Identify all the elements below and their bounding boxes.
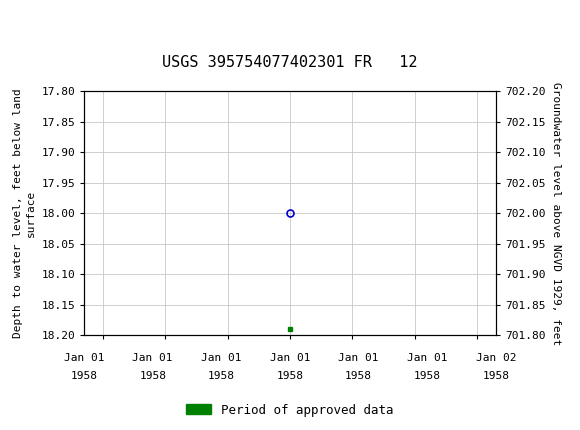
Text: Jan 01: Jan 01	[201, 353, 242, 362]
Text: 1958: 1958	[208, 371, 235, 381]
Text: 1958: 1958	[71, 371, 97, 381]
Y-axis label: Depth to water level, feet below land
surface: Depth to water level, feet below land su…	[13, 89, 36, 338]
Text: Jan 01: Jan 01	[64, 353, 104, 362]
Text: 1958: 1958	[139, 371, 166, 381]
Text: Jan 02: Jan 02	[476, 353, 516, 362]
Text: Jan 01: Jan 01	[270, 353, 310, 362]
Text: Jan 01: Jan 01	[338, 353, 379, 362]
Text: 1958: 1958	[277, 371, 303, 381]
Text: 1958: 1958	[414, 371, 441, 381]
Text: █USGS: █USGS	[6, 7, 69, 32]
Text: 1958: 1958	[345, 371, 372, 381]
Text: Jan 01: Jan 01	[407, 353, 448, 362]
Legend: Period of approved data: Period of approved data	[181, 399, 399, 421]
Text: 1958: 1958	[483, 371, 509, 381]
Y-axis label: Groundwater level above NGVD 1929, feet: Groundwater level above NGVD 1929, feet	[551, 82, 561, 345]
Text: USGS 395754077402301 FR   12: USGS 395754077402301 FR 12	[162, 55, 418, 70]
Text: Jan 01: Jan 01	[132, 353, 173, 362]
